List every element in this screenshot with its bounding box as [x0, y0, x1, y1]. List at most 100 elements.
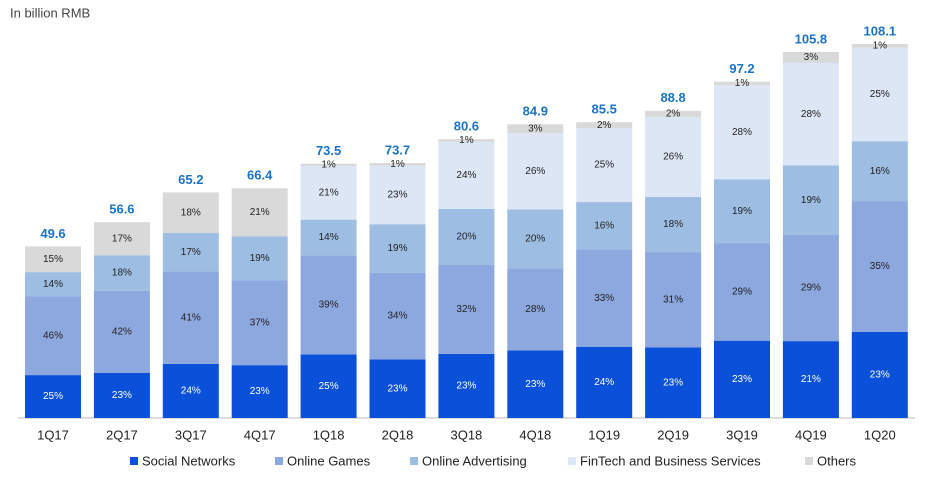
bar-segment — [507, 209, 564, 269]
bar-segment — [782, 341, 839, 418]
bar-segment — [25, 246, 81, 273]
segment-label: 1% — [735, 78, 750, 89]
bar-segment — [851, 141, 908, 202]
segment-label: 23% — [250, 386, 270, 397]
segment-label: 28% — [525, 304, 545, 315]
bar-segment — [369, 272, 426, 360]
x-tick-label: 2Q18 — [382, 427, 414, 442]
segment-label: 2% — [666, 108, 681, 119]
bar-segment — [369, 165, 426, 225]
bar-segment — [438, 264, 495, 354]
segment-label: 35% — [870, 261, 890, 272]
x-tick-label: 4Q17 — [244, 427, 276, 442]
legend-label: Social Networks — [142, 453, 236, 468]
segment-label: 28% — [801, 109, 821, 120]
bar-segment — [782, 234, 839, 342]
bar-segment — [93, 290, 150, 373]
segment-label: 21% — [801, 374, 821, 385]
segment-label: 1% — [873, 41, 888, 52]
bar-segment — [645, 347, 702, 418]
legend-swatch — [568, 457, 576, 465]
segment-label: 17% — [181, 247, 201, 258]
legend-swatch — [805, 457, 813, 465]
total-label: 85.5 — [592, 102, 617, 117]
segment-label: 23% — [525, 379, 545, 390]
segment-label: 24% — [594, 377, 614, 388]
bar-segment — [507, 350, 564, 418]
legend-label: Online Advertising — [422, 453, 527, 468]
bar-segment — [300, 163, 357, 167]
bar-segment — [300, 219, 357, 256]
bar-segment — [93, 372, 150, 418]
bar-segment — [369, 224, 426, 273]
total-label: 105.8 — [795, 31, 828, 46]
segment-label: 20% — [456, 231, 476, 242]
total-label: 66.4 — [247, 168, 273, 183]
legend-swatch — [275, 457, 283, 465]
bar-segment — [25, 272, 81, 297]
bar-segment — [507, 124, 564, 134]
legend-label: Others — [817, 453, 857, 468]
bar-segment — [645, 196, 702, 253]
bar-segment — [438, 141, 495, 209]
bar-segment — [369, 163, 426, 166]
x-tick-label: 1Q19 — [588, 427, 620, 442]
total-label: 56.6 — [109, 202, 134, 217]
total-label: 73.7 — [385, 142, 410, 157]
segment-label: 25% — [594, 160, 614, 171]
segment-label: 41% — [181, 312, 201, 323]
bar-segment — [645, 116, 702, 197]
legend-label: Online Games — [287, 453, 371, 468]
bar-segment — [162, 363, 219, 418]
total-label: 65.2 — [178, 172, 203, 187]
segment-label: 18% — [663, 219, 683, 230]
bar-segment — [231, 365, 288, 418]
segment-label: 19% — [732, 206, 752, 217]
bar-segment — [714, 81, 770, 86]
x-tick-label: 1Q20 — [864, 427, 896, 442]
segment-label: 33% — [594, 293, 614, 304]
segment-label: 1% — [459, 135, 474, 146]
segment-label: 23% — [870, 370, 890, 381]
segment-label: 23% — [387, 383, 407, 394]
segment-label: 1% — [321, 160, 336, 171]
x-tick-label: 3Q18 — [450, 427, 482, 442]
bar-segment — [576, 249, 633, 348]
segment-label: 19% — [801, 195, 821, 206]
bar-segment — [714, 85, 770, 180]
segment-label: 24% — [181, 386, 201, 397]
bar-segment — [714, 179, 770, 244]
legend-swatch — [410, 457, 418, 465]
bar-segment — [231, 280, 288, 366]
total-label: 73.5 — [316, 143, 341, 158]
bar-segment — [851, 44, 908, 48]
bar-segment — [438, 139, 495, 142]
legend-label: FinTech and Business Services — [580, 453, 761, 468]
bar-segment — [782, 62, 839, 166]
total-label: 88.8 — [660, 90, 685, 105]
bar-segment — [851, 331, 908, 418]
segment-label: 16% — [870, 166, 890, 177]
total-label: 84.9 — [523, 104, 548, 119]
bar-segment — [300, 354, 357, 418]
segment-label: 19% — [387, 243, 407, 254]
bar-segment — [645, 110, 702, 117]
segment-label: 28% — [732, 127, 752, 138]
bar-segment — [300, 166, 357, 220]
segment-label: 26% — [663, 151, 683, 162]
segment-label: 23% — [387, 190, 407, 201]
segment-label: 19% — [250, 253, 270, 264]
total-label: 49.6 — [40, 226, 65, 241]
segment-label: 15% — [43, 254, 63, 265]
segment-label: 24% — [456, 170, 476, 181]
segment-label: 20% — [525, 233, 545, 244]
segment-label: 1% — [390, 159, 405, 170]
segment-label: 29% — [801, 283, 821, 294]
bar-segment — [300, 255, 357, 355]
bar-segment — [851, 201, 908, 332]
segment-label: 17% — [112, 233, 132, 244]
bar-segment — [507, 133, 564, 210]
bar-segment — [93, 255, 150, 291]
bar-segment — [162, 233, 219, 272]
